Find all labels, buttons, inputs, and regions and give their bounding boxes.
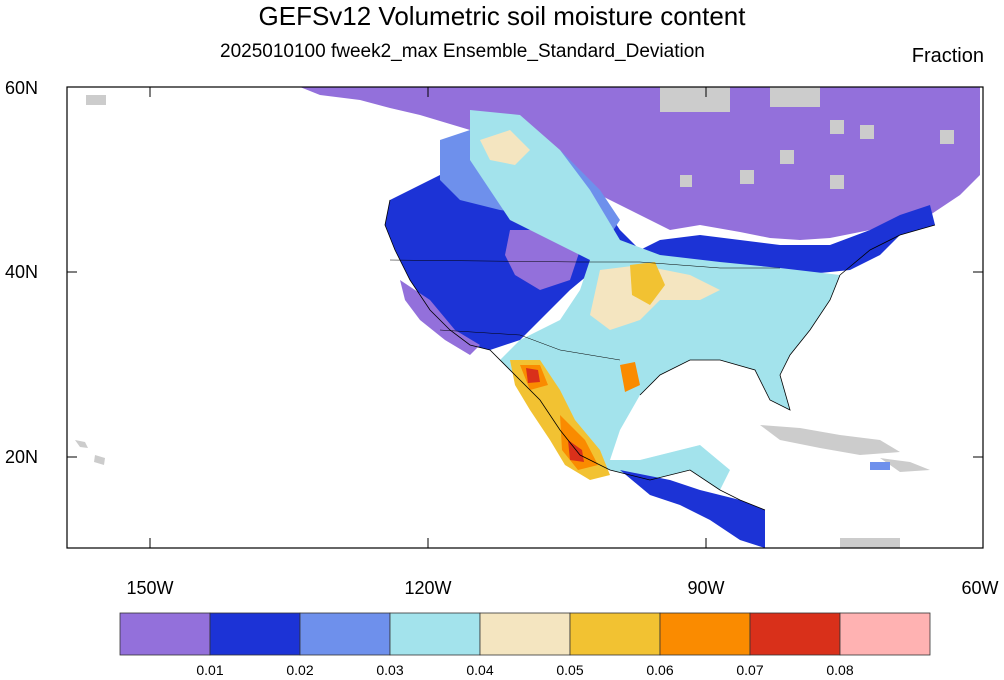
colorbar-tick-label: 0.05 <box>556 662 584 678</box>
colorbar-swatch <box>389 612 481 656</box>
lon-label-120w: 120W <box>404 578 452 598</box>
colorbar-swatch <box>479 612 571 656</box>
colorbar-tick-label: 0.06 <box>646 662 674 678</box>
lon-label-90w: 90W <box>687 578 725 598</box>
colorbar-swatch <box>659 612 751 656</box>
colorbar-swatch <box>119 612 211 656</box>
colorbar-swatch <box>209 612 301 656</box>
colorbar-tick-label: 0.01 <box>196 662 224 678</box>
no-data-cells <box>86 87 954 189</box>
map-title: GEFSv12 Volumetric soil moisture content <box>258 1 746 31</box>
hawaii <box>75 440 105 465</box>
colorbar-tick-label: 0.04 <box>466 662 494 678</box>
lat-label-20n: 20N <box>4 447 38 467</box>
colorbar-tick-label: 0.07 <box>736 662 764 678</box>
region-central-america <box>620 470 765 548</box>
lon-label-60w: 60W <box>961 578 999 598</box>
coastlines <box>384 199 936 511</box>
colorbar-swatch <box>569 612 661 656</box>
map-subtitle: 2025010100 fweek2_max Ensemble_Standard_… <box>220 41 705 62</box>
caribbean-island-blue <box>870 462 890 470</box>
lat-label-40n: 40N <box>4 262 38 282</box>
colorbar-swatch <box>299 612 391 656</box>
axis-ticks <box>67 86 983 548</box>
colorbar-tick-label: 0.03 <box>376 662 404 678</box>
lon-label-150w: 150W <box>126 578 174 598</box>
colorbar <box>119 612 931 656</box>
region-north-beige <box>480 130 530 165</box>
region-west-purple <box>400 280 480 355</box>
region-mexico-orange <box>520 365 598 470</box>
colorbar-swatch <box>749 612 841 656</box>
map-frame <box>66 86 984 549</box>
region-kansas-orange <box>630 262 665 305</box>
colorbar-swatch <box>839 612 931 656</box>
colorbar-tick-label: 0.02 <box>286 662 314 678</box>
map-field <box>75 87 980 548</box>
lat-label-60n: 60N <box>4 78 38 98</box>
units-label: Fraction <box>911 45 984 67</box>
caribbean-no-data <box>760 425 930 548</box>
region-texas-orange <box>620 362 640 392</box>
colorbar-tick-label: 0.08 <box>826 662 854 678</box>
